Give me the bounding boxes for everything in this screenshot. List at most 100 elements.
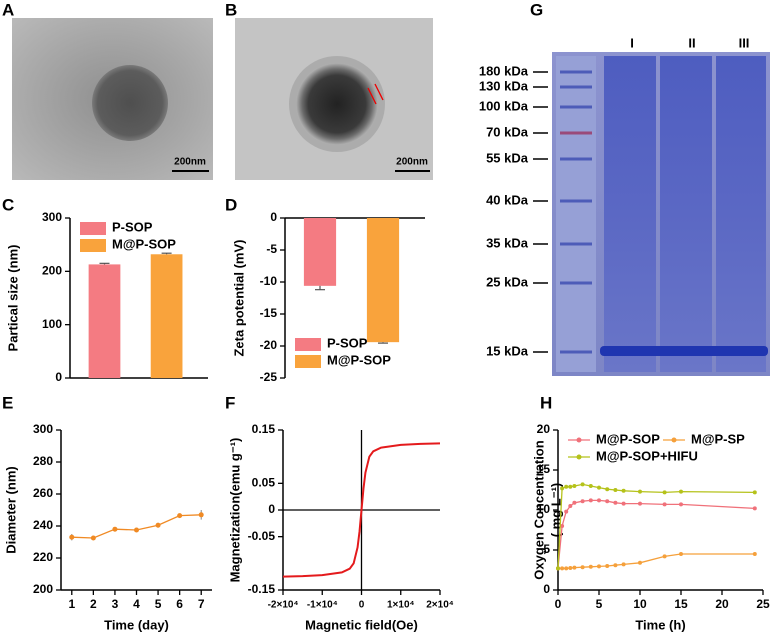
- ladder-lane: [556, 56, 596, 372]
- panel-letter: A: [2, 0, 14, 19]
- lane-label: III: [739, 35, 750, 50]
- point: [580, 499, 585, 504]
- y-axis-label: Partical size (nm): [5, 245, 20, 352]
- point: [90, 535, 96, 541]
- legend-swatch: [295, 355, 321, 368]
- legend-label: M@P-SP: [691, 431, 745, 446]
- bar: [303, 218, 337, 286]
- x-tick-label: 5: [155, 597, 162, 611]
- legend-swatch: [295, 338, 321, 351]
- y-tick-label: 200: [42, 264, 62, 278]
- point: [560, 524, 565, 528]
- sample-lane: [716, 56, 766, 372]
- point: [613, 488, 618, 492]
- y-tick-label: 0: [270, 210, 277, 224]
- point: [568, 566, 573, 570]
- marker-label: 100 kDa: [479, 98, 529, 113]
- x-tick-label: 2: [90, 597, 97, 611]
- line: [558, 553, 755, 570]
- point: [752, 506, 757, 511]
- y-tick-label: 280: [33, 454, 53, 468]
- y-tick-label: 300: [42, 210, 62, 224]
- y-tick-label: 0.15: [252, 422, 276, 436]
- line: [557, 483, 755, 569]
- point: [621, 562, 626, 567]
- panel-letter: E: [2, 393, 13, 412]
- sample-lane: [604, 56, 656, 372]
- y-tick-label: -0.15: [248, 582, 276, 596]
- point: [572, 565, 577, 570]
- lane-label: I: [630, 35, 634, 50]
- y-tick-label: 240: [33, 518, 53, 532]
- bar: [88, 264, 121, 378]
- y-tick-label: 220: [33, 550, 53, 564]
- point: [679, 489, 683, 494]
- point: [752, 490, 757, 495]
- y-tick-label: 0.05: [252, 476, 276, 490]
- y-tick-label: -5: [266, 242, 277, 256]
- y-tick-label: 100: [42, 317, 62, 331]
- y-tick-label: 20: [537, 422, 551, 436]
- point: [613, 500, 618, 505]
- x-tick-label: -1×10⁴: [307, 600, 338, 611]
- point: [621, 501, 626, 506]
- sample-lane: [660, 56, 712, 372]
- panel-letter: B: [225, 0, 237, 19]
- x-tick-label: 1: [68, 597, 75, 611]
- y-tick-label: 10: [537, 502, 551, 516]
- scale-bar-label: 200nm: [396, 157, 428, 168]
- particle: [296, 63, 378, 145]
- x-tick-label: 6: [176, 597, 183, 611]
- y-tick-label: -15: [260, 306, 278, 320]
- y-tick-label: 260: [33, 486, 53, 500]
- point: [605, 499, 610, 504]
- legend-label: P-SOP: [112, 219, 153, 234]
- x-tick-label: 0: [555, 597, 562, 611]
- shell-marker: [374, 83, 384, 101]
- legend-label: P-SOP: [327, 335, 368, 350]
- point: [621, 488, 626, 493]
- particle: [92, 65, 168, 141]
- point: [112, 526, 118, 532]
- legend-swatch: [80, 239, 106, 252]
- point: [580, 482, 585, 487]
- y-tick-label: 15: [537, 462, 551, 476]
- point: [605, 564, 610, 568]
- point: [679, 502, 683, 507]
- y-axis-label: Oxygen Concentration: [531, 440, 546, 579]
- point: [662, 502, 667, 507]
- x-axis-label: Time (day): [104, 617, 169, 632]
- point: [572, 500, 577, 505]
- x-axis-label: Magnetic field(Oe): [305, 617, 418, 632]
- y-tick-label: 0: [268, 502, 275, 516]
- marker-label: 35 kDa: [486, 235, 529, 250]
- line: [282, 442, 441, 578]
- point: [638, 560, 642, 565]
- shell-marker: [367, 87, 377, 105]
- point: [588, 484, 593, 488]
- marker-label: 70 kDa: [486, 124, 529, 139]
- marker-label: 130 kDa: [479, 78, 529, 93]
- y-tick-label: -20: [260, 338, 278, 352]
- bar: [150, 254, 183, 378]
- y-tick-label: -0.05: [248, 529, 276, 543]
- point: [580, 565, 585, 570]
- point: [662, 490, 667, 495]
- marker-label: 55 kDa: [486, 150, 529, 165]
- x-tick-label: 4: [133, 597, 140, 611]
- point: [568, 504, 573, 508]
- legend-swatch: [671, 437, 677, 443]
- x-tick-label: 7: [198, 597, 205, 611]
- x-tick-label: -2×10⁴: [268, 600, 299, 611]
- point: [638, 501, 642, 506]
- lane-label: II: [688, 35, 695, 50]
- point: [69, 534, 75, 540]
- y-tick-label: 5: [543, 542, 550, 556]
- point: [560, 566, 565, 571]
- point: [679, 552, 683, 556]
- marker-label: 40 kDa: [486, 192, 529, 207]
- point: [597, 498, 601, 503]
- panel-letter: D: [225, 195, 237, 214]
- marker-label: 25 kDa: [486, 274, 529, 289]
